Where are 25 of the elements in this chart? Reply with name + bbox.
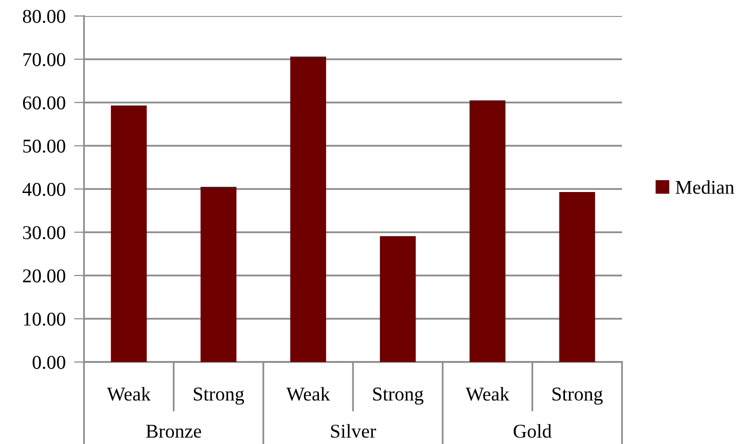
x-tick-label: Strong [373,388,424,405]
y-tick-label: 80.00 [22,10,66,24]
bar [110,106,147,362]
text: Silver [331,424,376,438]
x-tick-label: Weak [106,387,151,401]
text: Bronze [146,424,202,438]
y-tick-label: 70.00 [23,53,66,66]
y-tick-label: 40.00 [22,182,66,196]
legend-label: Median [676,180,734,194]
y-tick-label: 20.00 [23,269,66,283]
x-tick-label: Strong [194,388,244,405]
x-tick-label: Strong [552,388,603,405]
bar [559,192,596,362]
y-tick-label: 60.00 [23,96,66,110]
text: Gold [514,424,552,438]
y-tick-label: 50.00 [23,140,66,153]
bar [470,100,506,362]
y-tick-label: 10.00 [24,312,66,326]
x-tick-label: Weak [286,387,330,401]
y-tick-label: 30.00 [23,226,66,240]
bar [200,186,236,362]
bar [380,236,416,362]
y-tick-label: 0.00 [32,356,66,370]
x-tick-label: Weak [466,387,510,401]
bar [290,56,326,362]
